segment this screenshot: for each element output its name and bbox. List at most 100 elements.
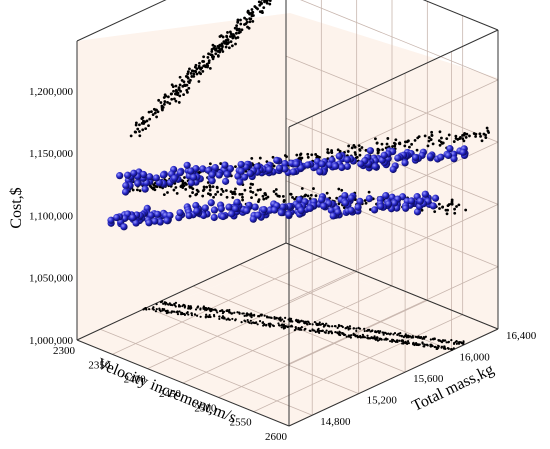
black-point: [314, 194, 318, 198]
black-point: [485, 126, 489, 130]
black-point: [191, 187, 195, 191]
black-point: [410, 142, 414, 146]
black-point: [271, 155, 275, 159]
black-point: [363, 199, 367, 202]
projection-point: [306, 320, 310, 323]
black-point: [195, 72, 199, 76]
black-point: [221, 35, 225, 39]
blue-point: [192, 201, 200, 210]
black-point: [166, 95, 170, 99]
black-point: [438, 207, 441, 210]
black-point: [238, 192, 242, 196]
blue-point: [145, 219, 153, 227]
projection-point: [440, 341, 444, 344]
black-point: [220, 42, 224, 46]
projection-point: [379, 330, 382, 333]
projection-point: [336, 326, 339, 329]
black-point: [468, 134, 471, 138]
projection-point: [421, 342, 424, 345]
blue-point: [318, 196, 326, 204]
blue-point: [113, 213, 121, 222]
blue-point: [122, 182, 130, 190]
black-point: [346, 150, 350, 153]
blue-point: [107, 216, 115, 224]
projection-point: [273, 316, 276, 319]
projection-point: [433, 345, 436, 349]
black-point: [195, 67, 199, 71]
black-point: [229, 190, 233, 194]
projection-point: [308, 329, 311, 332]
black-point: [192, 72, 196, 76]
black-point: [265, 0, 269, 3]
projection-point: [415, 343, 419, 346]
blue-point: [316, 168, 324, 176]
black-point: [205, 62, 209, 66]
black-point: [209, 192, 212, 196]
projection-point: [318, 321, 321, 324]
black-point: [147, 124, 150, 127]
projection-point: [314, 330, 317, 334]
projection-point: [167, 311, 170, 314]
black-point: [182, 93, 185, 97]
black-point: [386, 137, 390, 140]
black-point: [243, 16, 246, 20]
black-point: [211, 57, 215, 61]
blue-point: [331, 162, 340, 170]
black-point: [208, 188, 212, 192]
grid-line: [285, 118, 499, 205]
blue-point: [389, 165, 397, 174]
blue-point: [338, 163, 346, 172]
projection-point: [330, 330, 333, 333]
black-point: [358, 148, 362, 151]
black-point: [214, 52, 218, 56]
black-point: [219, 193, 223, 196]
tick-label: 1,150,000: [29, 148, 74, 160]
projection-point: [158, 307, 161, 310]
black-point: [187, 86, 191, 90]
projection-point: [255, 321, 258, 324]
projection-point: [447, 340, 451, 343]
projection-point: [390, 340, 394, 343]
black-point: [243, 188, 247, 192]
projection-point: [299, 327, 302, 330]
black-point: [327, 151, 330, 155]
black-point: [239, 22, 243, 26]
tick-labels: 2300 2350 2400 2450 2500 2550 2600 14,800 15,200…: [29, 86, 537, 443]
tick-label: 2450: [159, 388, 182, 400]
projection-point: [174, 301, 178, 304]
projection-point: [231, 312, 234, 315]
black-point: [231, 196, 235, 199]
black-point: [429, 138, 433, 141]
tick-label: 1,200,000: [29, 86, 74, 98]
projection-point: [437, 346, 440, 349]
black-point: [225, 42, 229, 46]
black-point: [337, 202, 341, 206]
projection-point: [179, 305, 182, 308]
projection-point: [176, 313, 180, 316]
blue-point: [243, 207, 251, 215]
black-point: [228, 30, 232, 34]
projection-point: [209, 309, 212, 312]
projection-point: [362, 336, 365, 339]
black-point: [376, 151, 380, 154]
projection-point: [249, 314, 252, 317]
black-point: [453, 211, 457, 215]
black-point: [174, 186, 178, 189]
projection-point: [163, 301, 167, 304]
black-point: [440, 136, 443, 140]
projection-point: [278, 324, 281, 327]
black-point: [282, 200, 286, 203]
projection-point: [161, 309, 164, 312]
blue-point: [394, 154, 402, 162]
projection-point: [439, 339, 442, 343]
black-point: [202, 188, 206, 191]
black-point: [199, 72, 203, 76]
projection-point: [204, 316, 207, 319]
black-point: [168, 102, 172, 105]
projection-point: [396, 340, 399, 343]
projection-point: [283, 325, 286, 328]
black-point: [336, 148, 340, 152]
blue-point: [130, 169, 138, 177]
black-point: [439, 140, 443, 144]
